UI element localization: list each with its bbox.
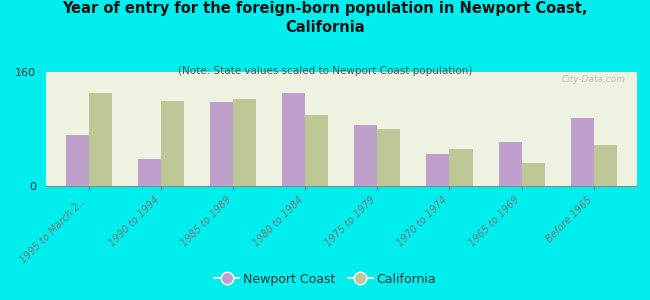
Bar	[282, 93, 306, 186]
Text: Year of entry for the foreign-born population in Newport Coast,
California: Year of entry for the foreign-born popul…	[62, 2, 588, 35]
Bar	[354, 125, 377, 186]
Text: City-Data.com: City-Data.com	[561, 75, 625, 84]
Bar	[306, 115, 328, 186]
Bar	[426, 154, 449, 186]
Bar	[210, 102, 233, 186]
Bar	[377, 129, 400, 186]
Bar	[593, 145, 617, 186]
Bar	[571, 118, 593, 186]
Bar	[66, 135, 89, 186]
Bar	[89, 93, 112, 186]
Legend: Newport Coast, California: Newport Coast, California	[209, 268, 441, 291]
Bar	[161, 100, 184, 186]
Bar	[449, 149, 473, 186]
Bar	[521, 163, 545, 186]
Bar	[138, 159, 161, 186]
Bar	[499, 142, 521, 186]
Text: (Note: State values scaled to Newport Coast population): (Note: State values scaled to Newport Co…	[178, 66, 472, 76]
Bar	[233, 99, 256, 186]
